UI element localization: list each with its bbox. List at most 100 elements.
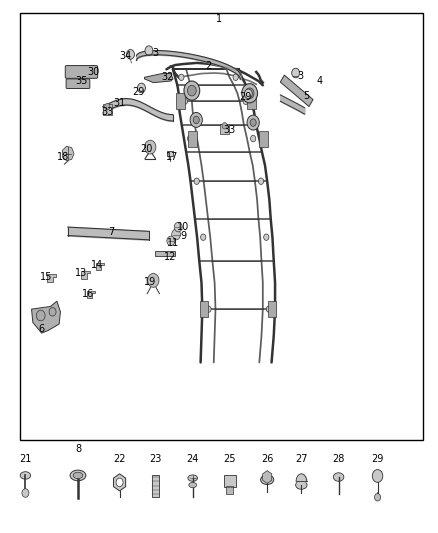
Text: 16: 16 bbox=[81, 289, 94, 299]
Bar bbox=[20, 13, 423, 440]
Circle shape bbox=[190, 112, 202, 127]
Text: 15: 15 bbox=[40, 272, 52, 282]
Circle shape bbox=[292, 68, 300, 78]
Text: 28: 28 bbox=[332, 454, 345, 464]
Circle shape bbox=[245, 88, 254, 99]
Circle shape bbox=[233, 74, 238, 80]
Bar bbox=[259, 131, 268, 147]
Text: 29: 29 bbox=[132, 87, 145, 96]
Circle shape bbox=[264, 234, 269, 240]
Circle shape bbox=[36, 310, 45, 321]
Text: 30: 30 bbox=[87, 67, 99, 77]
Bar bbox=[155, 251, 175, 256]
Circle shape bbox=[193, 116, 199, 124]
Text: 8: 8 bbox=[75, 444, 81, 454]
Text: 25: 25 bbox=[224, 454, 236, 464]
Text: 33: 33 bbox=[223, 125, 236, 135]
Bar bbox=[280, 75, 313, 107]
Circle shape bbox=[182, 98, 187, 104]
Text: 18: 18 bbox=[57, 152, 69, 162]
Text: 31: 31 bbox=[113, 99, 126, 108]
Ellipse shape bbox=[20, 472, 31, 479]
Bar bbox=[176, 93, 185, 109]
Polygon shape bbox=[81, 271, 90, 279]
Text: 32: 32 bbox=[162, 72, 174, 82]
Text: 26: 26 bbox=[261, 454, 273, 464]
Circle shape bbox=[145, 140, 156, 154]
Circle shape bbox=[201, 234, 206, 240]
Text: 29: 29 bbox=[239, 92, 251, 102]
Bar bbox=[224, 475, 236, 487]
Ellipse shape bbox=[188, 475, 198, 481]
Circle shape bbox=[174, 222, 182, 232]
Polygon shape bbox=[32, 301, 60, 333]
Bar bbox=[167, 151, 173, 156]
Circle shape bbox=[138, 83, 145, 93]
Circle shape bbox=[179, 74, 184, 80]
Text: 1: 1 bbox=[216, 14, 222, 23]
Bar bbox=[247, 93, 256, 109]
Text: 21: 21 bbox=[19, 454, 32, 464]
Bar bbox=[268, 301, 276, 317]
Text: 5: 5 bbox=[304, 91, 310, 101]
Text: 23: 23 bbox=[149, 454, 162, 464]
Text: 13: 13 bbox=[75, 269, 87, 278]
Ellipse shape bbox=[70, 470, 86, 481]
Ellipse shape bbox=[73, 472, 83, 479]
Text: 12: 12 bbox=[164, 252, 176, 262]
Circle shape bbox=[167, 236, 175, 246]
Text: 10: 10 bbox=[177, 222, 189, 232]
Text: 22: 22 bbox=[113, 454, 126, 464]
Circle shape bbox=[105, 103, 110, 110]
Polygon shape bbox=[47, 274, 56, 282]
Circle shape bbox=[187, 135, 193, 142]
Bar bbox=[152, 475, 159, 497]
Circle shape bbox=[148, 273, 159, 287]
Bar bbox=[188, 131, 197, 147]
Text: 11: 11 bbox=[167, 238, 179, 247]
Circle shape bbox=[251, 135, 256, 142]
Text: 29: 29 bbox=[371, 454, 384, 464]
Text: 3: 3 bbox=[152, 49, 159, 58]
Text: 24: 24 bbox=[187, 454, 199, 464]
FancyBboxPatch shape bbox=[65, 66, 98, 78]
Circle shape bbox=[242, 84, 258, 103]
Text: 17: 17 bbox=[166, 152, 178, 162]
Polygon shape bbox=[96, 263, 104, 270]
Polygon shape bbox=[113, 474, 126, 491]
Bar bbox=[220, 124, 229, 134]
Text: 34: 34 bbox=[120, 51, 132, 61]
Text: 19: 19 bbox=[144, 278, 156, 287]
Polygon shape bbox=[62, 146, 74, 161]
Bar bbox=[226, 486, 233, 494]
Polygon shape bbox=[145, 74, 173, 83]
Circle shape bbox=[372, 470, 383, 482]
Circle shape bbox=[250, 119, 256, 126]
Text: 20: 20 bbox=[141, 144, 153, 154]
Circle shape bbox=[22, 489, 29, 497]
Ellipse shape bbox=[189, 482, 197, 488]
Circle shape bbox=[194, 178, 199, 184]
Circle shape bbox=[244, 89, 252, 99]
Text: 2: 2 bbox=[205, 61, 211, 71]
Bar bbox=[200, 301, 208, 317]
Circle shape bbox=[145, 46, 153, 55]
Circle shape bbox=[116, 478, 123, 487]
Circle shape bbox=[258, 178, 264, 184]
Circle shape bbox=[374, 494, 381, 501]
Circle shape bbox=[184, 81, 200, 100]
Circle shape bbox=[172, 229, 180, 240]
Circle shape bbox=[243, 98, 248, 104]
Text: 35: 35 bbox=[76, 76, 88, 86]
Ellipse shape bbox=[261, 475, 274, 484]
Text: 27: 27 bbox=[295, 454, 307, 464]
Circle shape bbox=[127, 50, 134, 59]
Bar bbox=[103, 104, 112, 115]
Circle shape bbox=[206, 306, 211, 312]
Text: 9: 9 bbox=[180, 231, 186, 240]
Ellipse shape bbox=[296, 481, 307, 489]
Circle shape bbox=[187, 85, 196, 96]
Text: 6: 6 bbox=[39, 324, 45, 334]
Circle shape bbox=[266, 306, 272, 312]
Text: 7: 7 bbox=[109, 227, 115, 237]
